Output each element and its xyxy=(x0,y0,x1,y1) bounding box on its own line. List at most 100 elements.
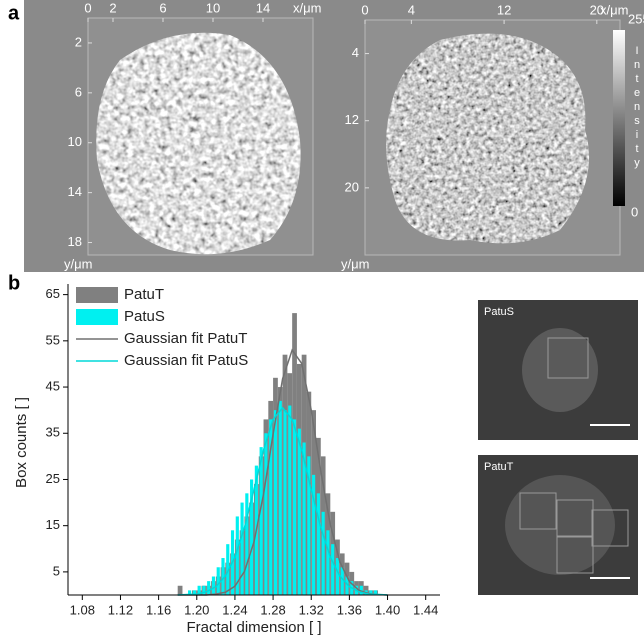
bar xyxy=(245,493,249,595)
x-tick-label: 20 xyxy=(590,2,604,17)
y-axis-label: y/μm xyxy=(341,256,369,271)
x-tick-label: 6 xyxy=(159,0,166,15)
bar xyxy=(197,585,201,595)
bar xyxy=(269,419,273,595)
y-tick-label: 14 xyxy=(68,184,82,199)
x-tick-label: 2 xyxy=(109,0,116,15)
fit-line xyxy=(177,406,388,596)
colorbar xyxy=(613,30,625,206)
bar xyxy=(288,405,292,595)
bar xyxy=(192,590,196,595)
bar xyxy=(302,442,306,595)
y-tick-label: 10 xyxy=(68,134,82,149)
bar xyxy=(340,567,344,595)
x-tick-label: 12 xyxy=(497,2,511,17)
y-tick-label: 18 xyxy=(68,234,82,249)
bar xyxy=(250,479,254,595)
x-tick-label: 1.20 xyxy=(184,602,209,617)
colorbar-label: Intensity xyxy=(631,45,643,171)
bar xyxy=(321,511,325,595)
bar xyxy=(307,456,311,595)
bar xyxy=(326,530,330,595)
x-tick-label: 1.12 xyxy=(108,602,133,617)
y-tick-label: 55 xyxy=(46,332,60,347)
x-tick-label: 0 xyxy=(361,2,368,17)
bar xyxy=(297,428,301,595)
x-tick-label: 1.28 xyxy=(260,602,285,617)
bar xyxy=(207,581,211,595)
bar xyxy=(278,400,282,595)
y-tick-label: 4 xyxy=(352,45,359,60)
bar xyxy=(335,558,340,595)
roi xyxy=(556,499,594,537)
bar xyxy=(331,544,335,595)
x-axis-label: Fractal dimension [ ] xyxy=(186,619,321,636)
colorbar-max: 255 xyxy=(628,11,644,26)
panel-label: a xyxy=(8,2,20,24)
cell-texture xyxy=(96,32,301,255)
roi xyxy=(519,492,557,530)
fit-line xyxy=(177,348,388,596)
y-tick-label: 6 xyxy=(75,84,82,99)
bar xyxy=(283,410,287,595)
x-tick-label: 4 xyxy=(408,2,415,17)
roi xyxy=(547,337,589,379)
bar xyxy=(226,544,230,595)
bar xyxy=(359,585,363,595)
bar xyxy=(369,590,373,595)
x-tick-label: 0 xyxy=(84,0,91,15)
colorbar-min: 0 xyxy=(631,204,638,219)
y-tick-label: 5 xyxy=(53,563,60,578)
y-tick-label: 2 xyxy=(75,34,82,49)
x-tick-label: 1.40 xyxy=(375,602,400,617)
panel-label: b xyxy=(8,272,20,294)
cell-texture xyxy=(386,33,590,244)
bar xyxy=(264,433,268,595)
x-tick-label: 1.24 xyxy=(222,602,247,617)
legend-swatch xyxy=(76,287,118,303)
bar xyxy=(240,502,244,595)
y-tick-label: 35 xyxy=(46,425,60,440)
inset-label: PatuS xyxy=(484,306,514,318)
x-tick-label: 1.16 xyxy=(146,602,171,617)
y-axis-label: Box counts [ ] xyxy=(13,397,30,488)
cell-image-left xyxy=(87,17,314,256)
legend-label: PatuT xyxy=(124,286,164,303)
bar xyxy=(216,567,220,595)
x-tick-label: 1.36 xyxy=(337,602,362,617)
x-tick-label: 14 xyxy=(256,0,270,15)
bar xyxy=(345,576,349,595)
bar xyxy=(292,419,297,595)
x-axis-label: x/μm xyxy=(600,2,628,17)
bar xyxy=(221,558,225,595)
y-tick-label: 12 xyxy=(345,112,359,127)
y-axis-label: y/μm xyxy=(64,256,92,271)
inset-patut: PatuT xyxy=(478,455,638,595)
y-tick-label: 15 xyxy=(46,517,60,532)
y-tick-label: 25 xyxy=(46,471,60,486)
x-axis-label: x/μm xyxy=(293,0,321,15)
bar xyxy=(188,590,192,595)
inset-label: PatuT xyxy=(484,461,514,473)
cell-image-right xyxy=(364,19,621,256)
bar xyxy=(316,493,320,595)
x-tick-label: 1.32 xyxy=(299,602,324,617)
y-tick-label: 65 xyxy=(46,286,60,301)
legend-label: Gaussian fit PatuT xyxy=(124,330,247,347)
cell xyxy=(522,328,598,412)
bar xyxy=(259,447,263,595)
bar xyxy=(177,585,183,595)
legend-label: PatuS xyxy=(124,308,165,325)
inset-patus: PatuS xyxy=(478,300,638,440)
x-tick-label: 10 xyxy=(206,0,220,15)
bar xyxy=(211,576,216,595)
bar xyxy=(374,590,378,595)
roi xyxy=(556,536,594,574)
legend-swatch xyxy=(76,309,118,325)
x-tick-label: 1.44 xyxy=(413,602,438,617)
bar xyxy=(202,585,206,595)
legend-label: Gaussian fit PatuS xyxy=(124,352,248,369)
x-tick-label: 1.08 xyxy=(70,602,95,617)
y-tick-label: 20 xyxy=(345,179,359,194)
